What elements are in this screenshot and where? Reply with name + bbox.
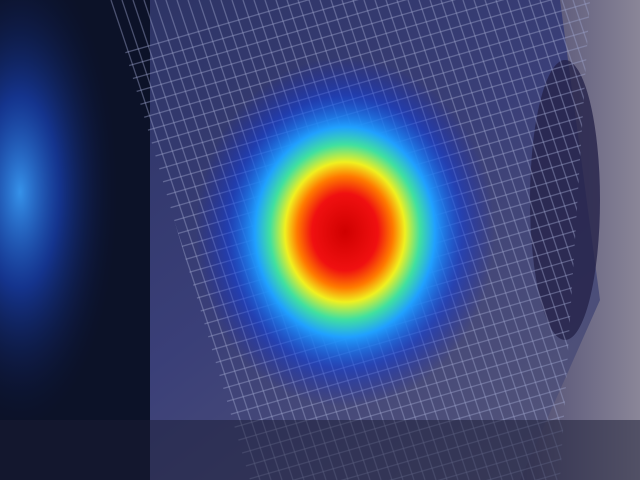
right-panel [520,0,640,480]
mesh-wire [539,0,590,480]
mesh-wire [429,0,590,480]
mesh-wire [110,0,272,480]
mesh-wire [110,0,590,89]
mesh-wire [484,0,590,480]
floor-shadow [0,420,640,480]
mesh-wire [418,0,580,480]
mesh-wire [462,0,590,480]
mesh-wire [110,0,590,103]
mesh-wire [110,0,590,61]
left-glow [0,0,200,480]
dark-opening [530,60,600,340]
mesh-wire [550,0,590,480]
mesh-wire [528,0,590,480]
mesh-wire [473,0,590,480]
heatmap-blob [195,57,495,407]
mesh-wire [517,0,590,480]
mesh-wire [110,0,590,131]
mesh-wire [110,0,590,75]
mesh-wire [110,0,590,117]
